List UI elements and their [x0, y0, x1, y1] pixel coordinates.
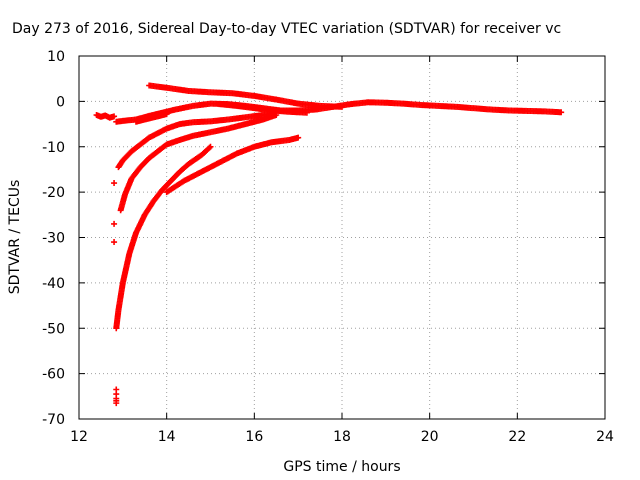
series-arc-7 — [117, 111, 280, 214]
y-tick-label: -70 — [42, 412, 65, 428]
data-point — [303, 109, 310, 116]
data-point — [207, 143, 214, 150]
chart-title: Day 273 of 2016, Sidereal Day-to-day VTE… — [12, 21, 561, 37]
series-arc-6 — [132, 111, 170, 125]
series-arc-1 — [93, 111, 118, 121]
data-point — [111, 180, 118, 187]
y-tick-label: -10 — [42, 140, 65, 156]
x-tick-label: 16 — [245, 429, 263, 445]
y-tick-label: 0 — [56, 94, 65, 110]
data-point — [111, 239, 118, 246]
data-series — [93, 82, 565, 407]
data-point — [163, 111, 170, 118]
y-tick-label: -40 — [42, 276, 65, 292]
data-point — [558, 109, 565, 116]
plot-frame — [78, 55, 606, 420]
x-tick-label: 24 — [596, 429, 614, 445]
data-point — [339, 103, 345, 110]
y-tick-label: -30 — [42, 231, 65, 247]
data-point — [111, 113, 118, 120]
x-axis-label: GPS time / hours — [283, 459, 400, 475]
series-arc-9 — [163, 134, 302, 196]
y-tick-label: -20 — [42, 185, 65, 201]
data-point — [113, 400, 120, 407]
y-axis-label: SDTVAR / TECUs — [7, 180, 23, 295]
series-isolated — [111, 180, 120, 407]
series-arc-8 — [113, 143, 214, 332]
x-tick-label: 12 — [70, 429, 88, 445]
y-tick-label: -50 — [42, 321, 65, 337]
data-point — [206, 144, 213, 151]
y-tick-label: 10 — [47, 49, 65, 65]
data-point — [295, 134, 302, 141]
series-arc-4 — [216, 101, 310, 116]
data-point — [273, 111, 280, 118]
x-tick-label: 18 — [333, 429, 351, 445]
x-tick-label: 14 — [158, 429, 176, 445]
x-tick-label: 22 — [508, 429, 526, 445]
series-arc-3 — [146, 82, 345, 110]
data-point — [111, 220, 118, 227]
y-tick-label: -60 — [42, 367, 65, 383]
x-tick-label: 20 — [421, 429, 439, 445]
tick-labels: 12 14 16 18 20 22 24 10 0 -10 -20 -30 -40 -50 -60 -70 — [42, 49, 614, 445]
